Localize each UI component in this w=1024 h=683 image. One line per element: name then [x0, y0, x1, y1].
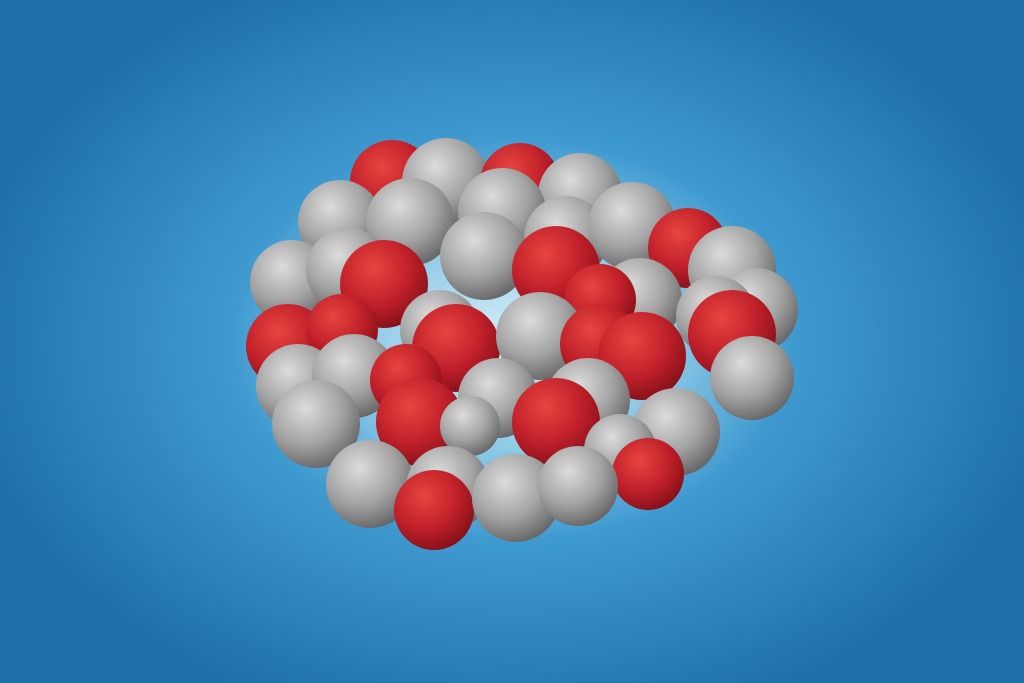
- red-atom-sphere: [512, 378, 600, 466]
- red-atom-sphere: [612, 438, 684, 510]
- red-atom-sphere: [376, 378, 464, 466]
- gray-atom-sphere: [496, 292, 584, 380]
- gray-atom-sphere: [538, 446, 618, 526]
- gray-atom-sphere: [440, 396, 500, 456]
- red-atom-sphere: [394, 470, 474, 550]
- gray-atom-sphere: [440, 212, 528, 300]
- gray-atom-sphere: [710, 336, 794, 420]
- gray-atom-sphere: [326, 440, 414, 528]
- gray-atom-sphere: [272, 380, 360, 468]
- gray-atom-sphere: [472, 454, 560, 542]
